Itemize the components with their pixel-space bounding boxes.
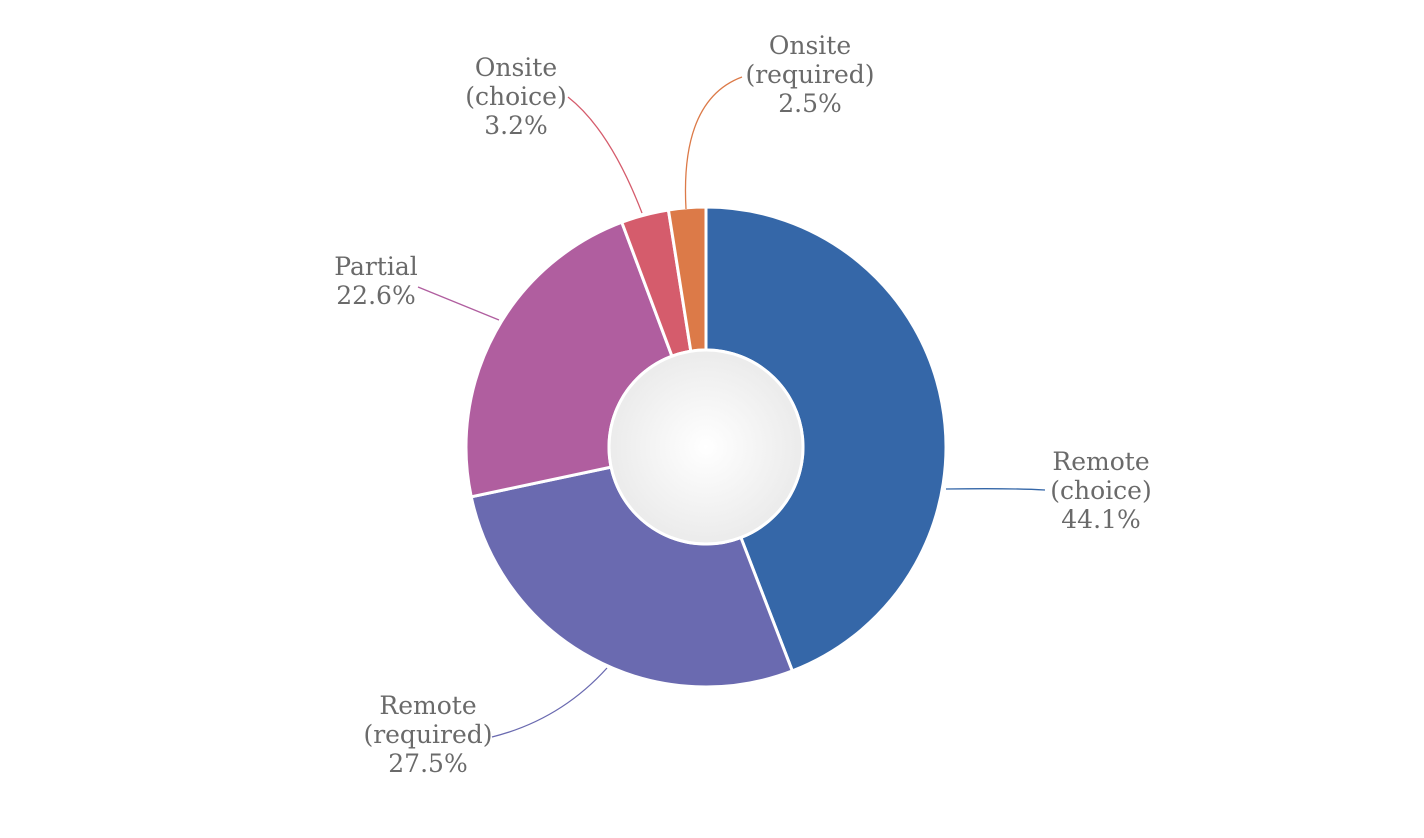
slice-label: Partial 22.6% xyxy=(334,252,418,310)
leader-line xyxy=(567,96,643,214)
slice-label: Remote (required) 27.5% xyxy=(363,691,492,778)
slice-name-label: Partial xyxy=(334,252,418,281)
leader-line xyxy=(491,667,608,738)
leader-line xyxy=(945,488,1046,491)
slice-name-label: (choice) xyxy=(1050,476,1151,505)
leader-line xyxy=(684,76,743,210)
slice-name-label: (choice) xyxy=(465,82,566,111)
slice-value-label: 22.6% xyxy=(336,281,415,310)
slice-labels-group: Remote (choice) 44.1%Remote (required) 27.5%… xyxy=(334,31,1151,778)
slice-value-label: 2.5% xyxy=(778,89,842,118)
slice-name-label: Onsite xyxy=(769,31,851,60)
slice-value-label: 44.1% xyxy=(1061,505,1140,534)
slice-label: Remote (choice) 44.1% xyxy=(1050,447,1151,534)
slice-value-label: 3.2% xyxy=(484,111,548,140)
slice-label: Onsite (choice) 3.2% xyxy=(465,53,566,140)
slice-name-label: Remote xyxy=(1052,447,1149,476)
slice-value-label: 27.5% xyxy=(388,749,467,778)
slice-label: Onsite (required) 2.5% xyxy=(745,31,874,118)
leader-lines-group xyxy=(417,76,1046,738)
slice-name-label: Onsite xyxy=(475,53,557,82)
leader-line xyxy=(417,286,500,321)
donut-hole xyxy=(607,348,805,546)
slice-name-label: (required) xyxy=(745,60,874,89)
slice-name-label: (required) xyxy=(363,720,492,749)
slice-name-label: Remote xyxy=(379,691,476,720)
